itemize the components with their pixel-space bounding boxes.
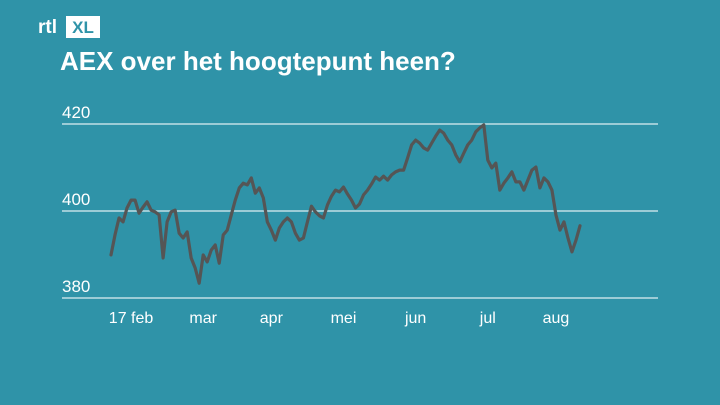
y-tick-label: 400 bbox=[62, 190, 90, 209]
line bbox=[109, 123, 582, 285]
logo: rtl XL bbox=[38, 16, 100, 38]
x-tick-label: mar bbox=[189, 310, 217, 327]
x-tick-label: aug bbox=[543, 310, 570, 327]
x-tick-label: apr bbox=[260, 310, 284, 327]
x-tick-label: 17 feb bbox=[109, 310, 154, 327]
logo-box bbox=[66, 16, 100, 38]
y-tick-label: 380 bbox=[62, 277, 90, 296]
x-tick-label: mei bbox=[331, 310, 357, 327]
x-tick-label: jun bbox=[404, 310, 426, 327]
logo-text: rtl bbox=[38, 17, 57, 38]
x-tick-label: jul bbox=[479, 310, 496, 327]
logo-text: XL bbox=[72, 18, 94, 37]
y-tick-label: 420 bbox=[62, 103, 90, 122]
chart-title: AEX over het hoogtepunt heen? bbox=[60, 46, 456, 76]
